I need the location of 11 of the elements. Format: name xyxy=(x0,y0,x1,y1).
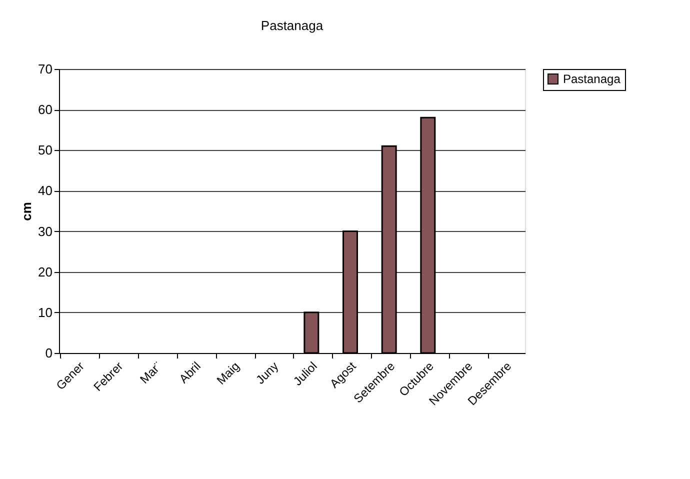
y-tick-label: 60 xyxy=(38,102,52,118)
chart-title: Pastanaga xyxy=(260,18,324,33)
y-tick-label: 0 xyxy=(45,346,52,360)
legend-label: Pastanaga xyxy=(563,72,621,86)
y-axis-title: cm xyxy=(19,202,34,221)
y-tick-label: 70 xyxy=(38,62,52,76)
y-tick-label: 50 xyxy=(38,142,52,158)
y-tick-label: 30 xyxy=(38,224,52,239)
y-tick-label: 10 xyxy=(38,304,52,320)
y-tick-label: 20 xyxy=(38,264,52,280)
y-tick-label: 40 xyxy=(38,183,52,198)
